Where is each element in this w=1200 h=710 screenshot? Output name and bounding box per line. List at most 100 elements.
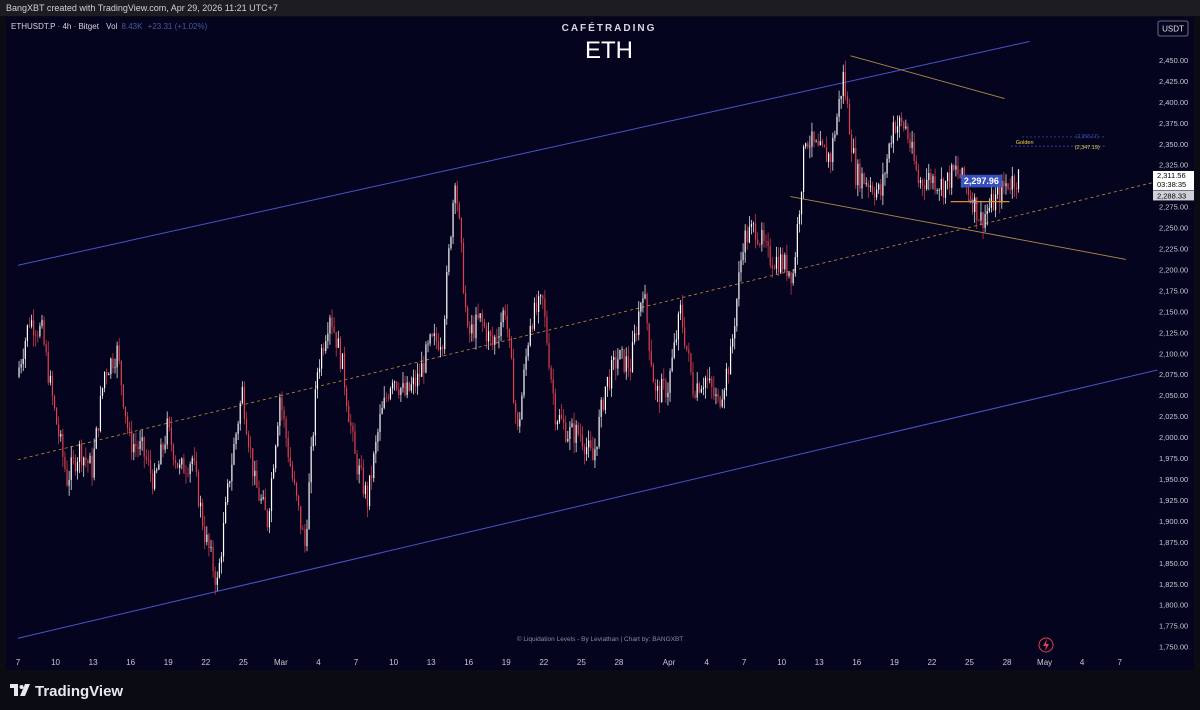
candle-body [358, 465, 360, 475]
candle-body [26, 325, 28, 342]
x-tick-label: 10 [389, 658, 398, 667]
candle-body [750, 224, 753, 227]
watermark-brand: CAFÉTRADING [562, 21, 657, 34]
candle-body [502, 310, 504, 323]
wedge-lower-line [790, 196, 1127, 260]
candle-body [160, 444, 162, 465]
candle-body [429, 334, 431, 344]
candle-body [629, 368, 632, 372]
candle-body [671, 357, 673, 371]
candle-body [600, 399, 602, 417]
candle-body [742, 252, 744, 261]
candle-body [216, 577, 218, 585]
candle-body [91, 455, 93, 478]
candle-body [151, 473, 154, 489]
x-tick-label: 19 [890, 658, 899, 667]
currency-button[interactable]: USDT [1157, 20, 1189, 37]
candle-body [652, 365, 654, 383]
tradingview-logo[interactable]: TradingView [10, 682, 123, 700]
candle-body [984, 214, 986, 228]
candle-body [763, 230, 765, 241]
x-tick-label: 22 [539, 658, 548, 667]
y-tick-label: 2,000.00 [1159, 433, 1188, 442]
candle-body [819, 141, 821, 146]
golden-label: Golden [1016, 140, 1034, 146]
candle-body [208, 534, 210, 549]
candle-body [231, 464, 233, 482]
candle-body [648, 323, 650, 351]
candle-body [28, 325, 31, 327]
candle-body [523, 369, 525, 396]
candle-body [642, 298, 644, 303]
candle-body [364, 485, 367, 495]
candle-body [485, 326, 488, 342]
x-tick-label: 7 [354, 658, 359, 667]
candle-body [988, 207, 990, 211]
candle-body [997, 186, 999, 195]
candle-body [177, 462, 179, 468]
candle-body [110, 358, 112, 375]
candle-body [867, 183, 869, 188]
candle-body [283, 410, 285, 419]
chart-panel[interactable]: 1,750.00 1,775.00 1,800.00 1,825.00 1,850.00… [6, 17, 1194, 670]
candle-body [174, 460, 177, 463]
candle-body [366, 485, 369, 507]
candle-body [454, 185, 456, 203]
y-tick-label: 1,975.00 [1159, 454, 1188, 463]
candle-body [437, 341, 440, 350]
candle-body [554, 393, 556, 425]
candle-body [266, 510, 268, 528]
candle-body [220, 556, 223, 563]
x-tick-label: 4 [704, 658, 709, 667]
price-chart[interactable]: 1,750.00 1,775.00 1,800.00 1,825.00 1,850.00… [6, 17, 1194, 670]
candle-body [1015, 187, 1018, 190]
candle-body [490, 331, 492, 336]
candle-body [717, 394, 719, 397]
candle-body [640, 302, 642, 312]
candle-body [368, 475, 371, 507]
candle-body [531, 325, 533, 329]
candle-body [951, 164, 953, 188]
candle-body [202, 502, 204, 527]
candle-body [565, 422, 567, 442]
candle-body [68, 479, 70, 486]
candle-body [994, 194, 997, 211]
candle-body [659, 386, 661, 403]
candle-body [980, 212, 982, 221]
candle-body [385, 397, 387, 399]
candle-body [1017, 169, 1020, 190]
candle-body [673, 342, 675, 358]
candle-body [581, 434, 584, 447]
candle-body [141, 437, 143, 442]
y-tick-label: 1,825.00 [1159, 580, 1188, 589]
candle-body [452, 202, 454, 238]
candle-body [264, 497, 266, 511]
y-tick-label: 2,075.00 [1159, 370, 1188, 379]
candle-body [170, 427, 172, 445]
symbol-legend[interactable]: ETHUSDT.P · 4h · Bitget Vol 8.43K +23.31… [11, 22, 208, 31]
candle-body [47, 352, 49, 383]
candle-body [606, 376, 609, 387]
candle-body [145, 456, 147, 460]
candle-body [314, 389, 316, 436]
y-tick-label: 2,125.00 [1159, 328, 1188, 337]
candle-body [625, 356, 627, 372]
x-tick-label: 10 [51, 658, 60, 667]
candle-body [621, 349, 623, 351]
candle-body [715, 394, 717, 396]
candle-body [871, 185, 874, 193]
candle-body [210, 547, 212, 549]
candle-body [58, 424, 60, 437]
candle-body [323, 348, 325, 351]
candle-body [137, 446, 139, 449]
lightning-icon[interactable] [1038, 637, 1054, 653]
candle-body [519, 419, 521, 427]
candle-body [782, 254, 784, 270]
candle-body [206, 534, 208, 543]
candle-body [24, 341, 26, 359]
candle-body [431, 334, 433, 336]
y-tick-label: 2,375.00 [1159, 119, 1188, 128]
last-price-label: 2,311.56 [1157, 171, 1186, 180]
x-tick-label: 28 [614, 658, 623, 667]
candle-body [846, 96, 849, 104]
